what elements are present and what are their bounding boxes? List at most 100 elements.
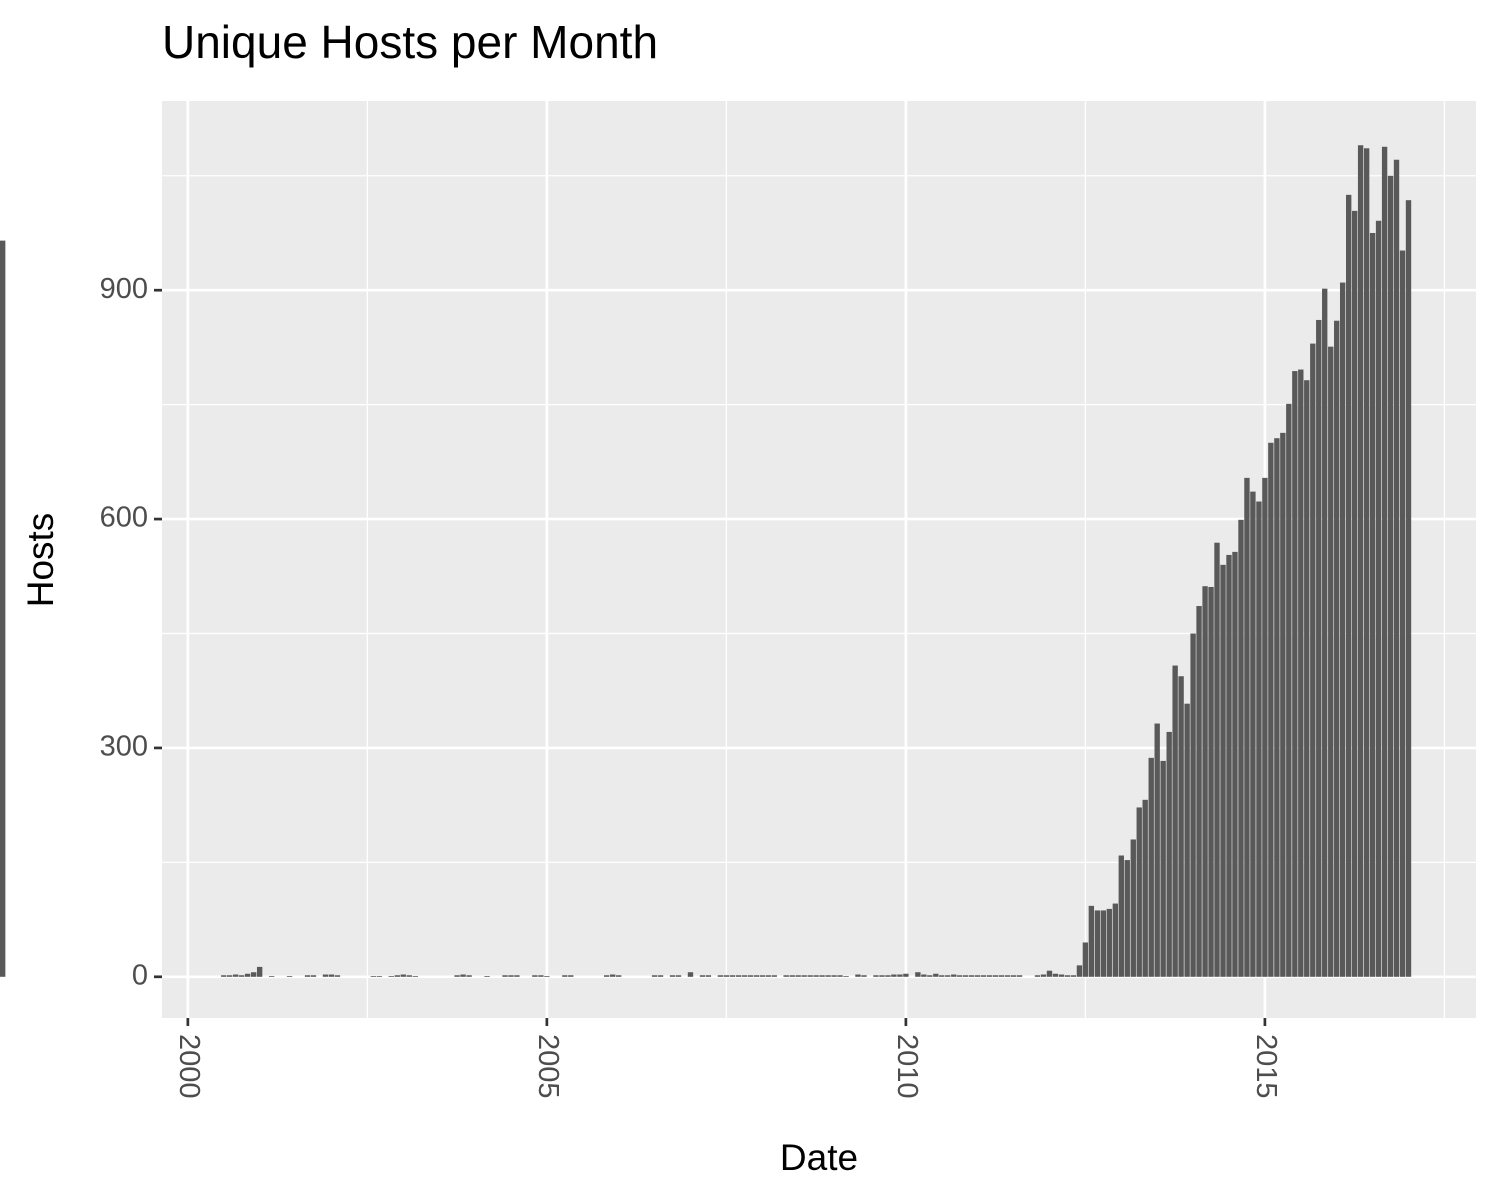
bar bbox=[933, 973, 939, 977]
bar bbox=[1274, 438, 1280, 977]
bar bbox=[992, 975, 999, 977]
bar bbox=[969, 975, 975, 977]
y-tick-label: 600 bbox=[100, 502, 148, 534]
y-tick-label: 0 bbox=[132, 959, 148, 991]
chart-title: Unique Hosts per Month bbox=[162, 16, 658, 68]
bar bbox=[1339, 282, 1346, 977]
bar bbox=[1214, 542, 1220, 977]
x-tick-label: 2015 bbox=[1250, 1034, 1282, 1099]
bar bbox=[1088, 905, 1095, 977]
bar bbox=[765, 975, 771, 977]
bar bbox=[1310, 343, 1316, 977]
bar bbox=[1034, 975, 1041, 977]
bar bbox=[980, 975, 987, 977]
bar bbox=[1399, 250, 1406, 977]
bar bbox=[986, 975, 993, 977]
bar bbox=[801, 975, 807, 977]
bar bbox=[771, 975, 777, 977]
bar bbox=[759, 975, 765, 977]
bar bbox=[1369, 232, 1376, 977]
bar bbox=[412, 976, 418, 977]
bar bbox=[508, 975, 514, 977]
bar bbox=[1357, 145, 1364, 977]
bar bbox=[837, 975, 843, 977]
bar bbox=[807, 975, 813, 977]
y-axis-title: Hosts bbox=[20, 513, 61, 608]
bar bbox=[484, 976, 490, 977]
bar bbox=[729, 975, 736, 977]
bar bbox=[460, 974, 466, 977]
bar bbox=[0, 240, 6, 977]
bar bbox=[334, 975, 341, 977]
bar bbox=[753, 975, 759, 977]
bar bbox=[454, 975, 460, 977]
bar bbox=[957, 975, 963, 977]
y-tick-label: 900 bbox=[100, 273, 148, 305]
bar bbox=[831, 975, 837, 977]
bar bbox=[747, 975, 753, 977]
bar bbox=[1106, 908, 1112, 977]
bar bbox=[568, 975, 574, 977]
bar bbox=[915, 972, 921, 977]
bar bbox=[1046, 970, 1053, 977]
bar bbox=[1082, 942, 1089, 977]
bar bbox=[1076, 965, 1083, 977]
bar bbox=[221, 975, 227, 977]
bar bbox=[897, 974, 903, 977]
bar bbox=[1298, 369, 1304, 977]
bar bbox=[1238, 519, 1244, 977]
bar bbox=[789, 975, 795, 977]
bar bbox=[687, 972, 694, 977]
bar bbox=[244, 973, 251, 977]
bar bbox=[1064, 975, 1071, 977]
bar bbox=[1208, 586, 1214, 977]
bar bbox=[514, 975, 520, 977]
bar bbox=[1304, 380, 1310, 977]
bar bbox=[813, 975, 819, 977]
x-axis-title: Date bbox=[780, 1137, 858, 1178]
bar bbox=[376, 976, 383, 977]
bar bbox=[1363, 148, 1370, 977]
bar bbox=[1136, 807, 1142, 977]
x-tick-label: 2005 bbox=[532, 1034, 564, 1099]
bar bbox=[1118, 855, 1124, 977]
bar bbox=[819, 975, 825, 977]
bar bbox=[1166, 731, 1172, 977]
bar bbox=[675, 975, 682, 977]
bar bbox=[1381, 146, 1388, 977]
bar bbox=[1148, 757, 1154, 977]
bar bbox=[1351, 210, 1358, 977]
bar bbox=[1387, 175, 1394, 977]
bar bbox=[921, 974, 927, 977]
bar bbox=[502, 975, 508, 977]
bar bbox=[891, 974, 897, 977]
bar bbox=[610, 974, 616, 977]
bar bbox=[256, 966, 263, 977]
bar bbox=[1286, 403, 1292, 977]
bar bbox=[1334, 320, 1340, 977]
bar bbox=[1202, 586, 1208, 977]
bar bbox=[1220, 564, 1226, 977]
bar bbox=[1130, 839, 1136, 977]
bar bbox=[705, 975, 712, 977]
bar bbox=[562, 975, 568, 977]
bar bbox=[1160, 760, 1166, 977]
bar bbox=[1094, 910, 1101, 977]
bar bbox=[939, 975, 945, 977]
bar bbox=[657, 975, 664, 977]
bar bbox=[1040, 974, 1047, 977]
bar bbox=[1262, 477, 1268, 977]
bar bbox=[400, 974, 406, 977]
bar bbox=[304, 975, 311, 977]
bar bbox=[328, 974, 335, 977]
bar bbox=[1280, 432, 1286, 977]
bar bbox=[1142, 799, 1148, 977]
bar bbox=[370, 976, 376, 977]
bar bbox=[717, 975, 724, 977]
bar bbox=[1184, 703, 1190, 977]
bar bbox=[1016, 975, 1023, 977]
bar bbox=[1322, 288, 1328, 977]
bar bbox=[1154, 723, 1160, 977]
